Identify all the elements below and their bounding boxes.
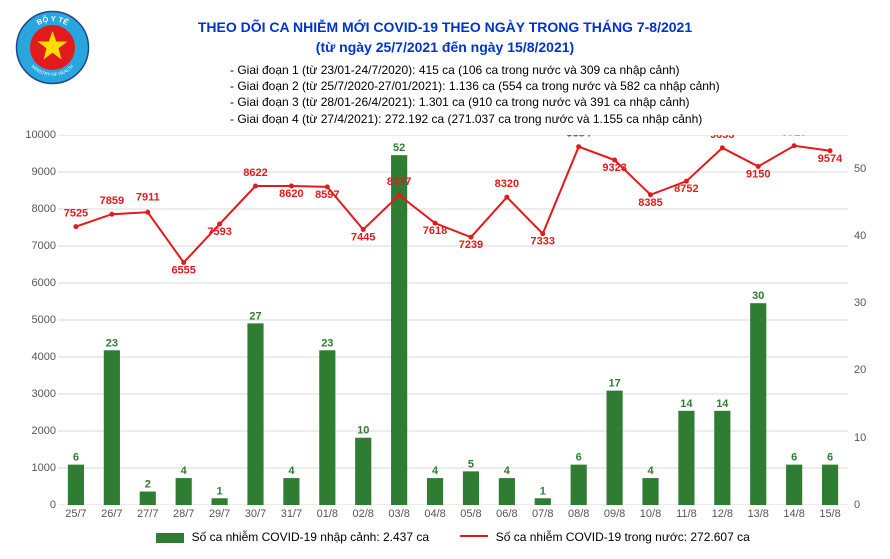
svg-text:7445: 7445: [351, 232, 375, 244]
svg-text:8597: 8597: [315, 189, 339, 201]
phase-line: - Giai đoạn 4 (từ 27/4/2021): 272.192 ca…: [230, 111, 720, 127]
svg-text:6: 6: [827, 452, 833, 464]
svg-text:8622: 8622: [243, 167, 267, 179]
svg-text:4: 4: [504, 465, 511, 477]
svg-text:7859: 7859: [100, 195, 124, 207]
svg-text:6: 6: [73, 452, 79, 464]
svg-text:30: 30: [752, 290, 764, 302]
svg-text:7239: 7239: [459, 239, 483, 251]
svg-text:1: 1: [217, 485, 223, 497]
phase-line: - Giai đoạn 2 (từ 25/7/2020-27/01/2021):…: [230, 78, 720, 94]
svg-text:1: 1: [540, 485, 546, 497]
svg-text:9323: 9323: [602, 162, 626, 174]
line-labels: 7525 7859 7911 6555 7593 8622 8620 8597 7445 8377…: [64, 135, 843, 276]
svg-text:2: 2: [145, 479, 151, 491]
svg-text:4: 4: [647, 465, 654, 477]
phase-summary: - Giai đoạn 1 (từ 23/01-24/7/2020): 415 …: [230, 62, 720, 127]
line-series: [76, 146, 830, 263]
legend-swatch-line: [460, 535, 488, 537]
svg-text:6: 6: [576, 452, 582, 464]
chart-plot: 6 23 2 4 1 27 4 23 10 52 4 5 4 1 6 17 4 14 14 30 6 6 7525 7859…: [58, 135, 848, 505]
svg-text:52: 52: [393, 142, 405, 154]
legend-label-line: Số ca nhiễm COVID-19 trong nước: 272.607…: [496, 530, 750, 544]
svg-text:7911: 7911: [136, 191, 160, 203]
svg-text:8752: 8752: [674, 183, 698, 195]
svg-text:27: 27: [249, 310, 261, 322]
svg-text:8385: 8385: [638, 197, 662, 209]
svg-text:9710: 9710: [782, 135, 806, 139]
legend-line: Số ca nhiễm COVID-19 trong nước: 272.607…: [460, 530, 749, 544]
svg-text:4: 4: [432, 465, 439, 477]
svg-text:6: 6: [791, 452, 797, 464]
svg-text:17: 17: [608, 378, 620, 390]
svg-text:14: 14: [680, 398, 693, 410]
svg-text:9574: 9574: [818, 153, 843, 165]
svg-text:5: 5: [468, 458, 474, 470]
title-line-1: THEO DÕI CA NHIỄM MỚI COVID-19 THEO NGÀY…: [0, 18, 890, 38]
y-axis-left: 0100020003000400050006000700080009000100…: [18, 135, 56, 505]
legend-swatch-bar: [156, 533, 184, 543]
svg-text:7525: 7525: [64, 208, 88, 220]
svg-text:23: 23: [321, 337, 333, 349]
svg-text:7593: 7593: [207, 226, 231, 238]
svg-text:7333: 7333: [531, 236, 555, 248]
svg-text:9150: 9150: [746, 168, 770, 180]
chart-svg: 6 23 2 4 1 27 4 23 10 52 4 5 4 1 6 17 4 14 14 30 6 6 7525 7859…: [58, 135, 848, 505]
line-markers: [73, 143, 832, 265]
svg-text:4: 4: [181, 465, 188, 477]
svg-text:8320: 8320: [495, 178, 519, 190]
phase-line: - Giai đoạn 1 (từ 23/01-24/7/2020): 415 …: [230, 62, 720, 78]
phase-line: - Giai đoạn 3 (từ 28/01-26/4/2021): 1.30…: [230, 94, 720, 110]
legend-label-bar: Số ca nhiễm COVID-19 nhập cảnh: 2.437 ca: [192, 530, 429, 544]
svg-text:4: 4: [288, 465, 295, 477]
x-axis: 25/726/727/728/729/730/731/701/802/803/8…: [58, 508, 848, 522]
svg-text:14: 14: [716, 398, 729, 410]
svg-text:8377: 8377: [387, 176, 411, 188]
svg-text:10: 10: [357, 425, 369, 437]
y-axis-right: 01020304050: [850, 135, 880, 505]
svg-text:8620: 8620: [279, 188, 303, 200]
legend: Số ca nhiễm COVID-19 nhập cảnh: 2.437 ca…: [58, 530, 848, 544]
chart-title: THEO DÕI CA NHIỄM MỚI COVID-19 THEO NGÀY…: [0, 18, 890, 57]
svg-text:6555: 6555: [171, 264, 195, 276]
bar-series: [68, 155, 838, 505]
svg-text:7618: 7618: [423, 225, 447, 237]
legend-bars: Số ca nhiễm COVID-19 nhập cảnh: 2.437 ca: [156, 530, 429, 544]
svg-text:9653: 9653: [710, 135, 734, 141]
title-line-2: (từ ngày 25/7/2021 đến ngày 15/8/2021): [0, 38, 890, 58]
svg-text:23: 23: [106, 337, 118, 349]
svg-text:9684: 9684: [566, 135, 591, 140]
